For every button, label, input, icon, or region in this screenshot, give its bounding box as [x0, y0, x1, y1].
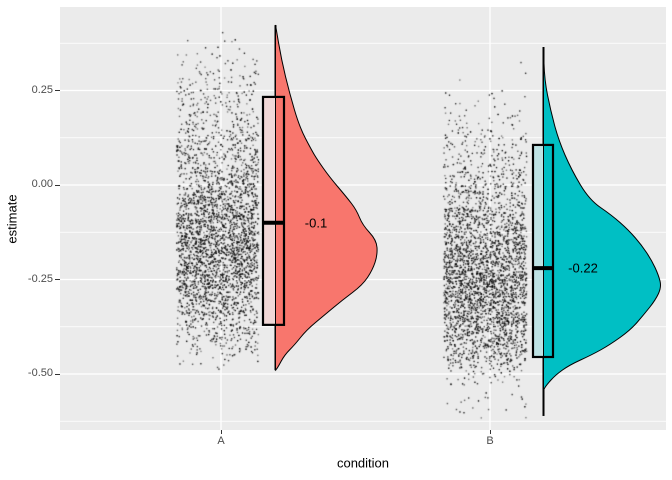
y-tick-label: 0.00: [31, 178, 53, 190]
y-tick-label: 0.25: [31, 83, 53, 96]
y-axis-title: estimate: [4, 194, 20, 244]
median-label-a: -0.1: [305, 215, 327, 230]
x-tick-label: B: [486, 435, 494, 447]
median-label-b: -0.22: [568, 261, 598, 276]
half-violin-b: [543, 46, 661, 392]
box-outline-b: [531, 143, 555, 359]
y-tick-mark: [55, 90, 60, 91]
y-tick-mark: [55, 373, 60, 375]
y-tick-mark: [55, 279, 60, 280]
box-outline-a: [261, 95, 286, 326]
y-tick-label: -0.25: [27, 272, 53, 285]
x-tick-mark: [220, 430, 222, 434]
y-tick-label: -0.50: [27, 367, 53, 379]
raincloud-group-b: -0.22: [531, 46, 661, 416]
x-tick-label: A: [217, 435, 225, 447]
raincloud-group-a: -0.1: [261, 24, 378, 372]
x-tick-mark: [489, 430, 491, 434]
y-tick-mark: [55, 184, 60, 186]
x-axis-title: condition: [336, 455, 390, 471]
half-violin-a: [275, 24, 378, 372]
